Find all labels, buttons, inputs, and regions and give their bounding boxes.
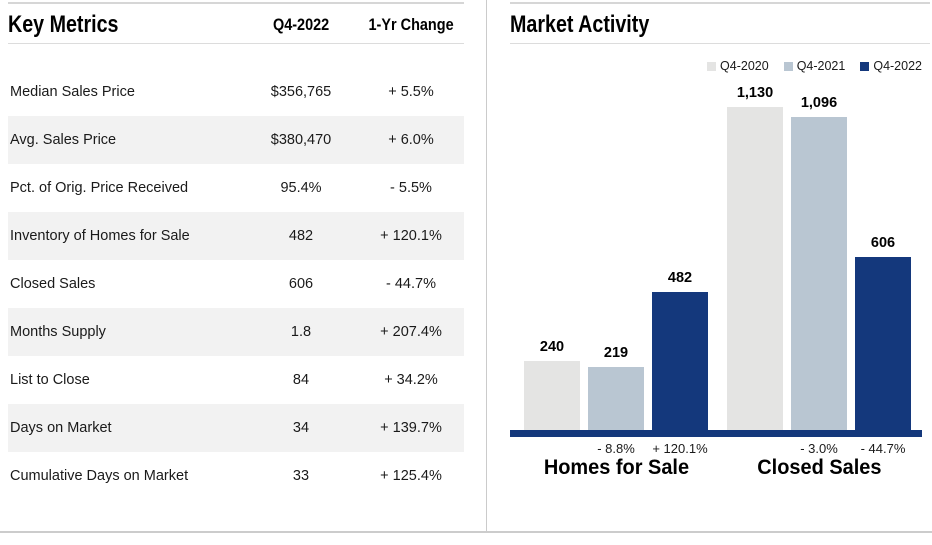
metric-label: Inventory of Homes for Sale xyxy=(10,228,190,244)
metric-row: Cumulative Days on Market 33 + 125.4% xyxy=(8,452,464,500)
header-underline-right xyxy=(510,43,930,44)
metric-change: + 6.0% xyxy=(388,132,434,148)
metric-change: + 125.4% xyxy=(380,468,442,484)
bar-q4-2020-closed-sales xyxy=(727,107,783,430)
bar-value-label: 606 xyxy=(870,235,896,251)
key-metrics-header: Key Metrics Q4-2022 1-Yr Change xyxy=(8,8,464,42)
pct-change-label: - 3.0% xyxy=(800,441,838,456)
pct-change-label: + 120.1% xyxy=(652,441,708,456)
key-metrics-title: Key Metrics xyxy=(8,11,119,38)
metric-change: + 139.7% xyxy=(380,420,442,436)
metric-value: 33 xyxy=(292,468,310,484)
column-header-q4-2022: Q4-2022 xyxy=(272,15,330,34)
bar-q4-2022-homes-for-sale xyxy=(652,292,708,430)
legend-swatch-icon xyxy=(860,61,870,71)
metric-row: Closed Sales 606 - 44.7% xyxy=(8,260,464,308)
metric-value: 1.8 xyxy=(290,324,312,340)
metric-value: $380,470 xyxy=(270,132,332,148)
metric-label: Cumulative Days on Market xyxy=(10,468,189,484)
market-activity-panel: Market Activity Q4-2020 Q4-2021 Q4-2022 24… xyxy=(510,0,930,533)
column-header-1yr-change: 1-Yr Change xyxy=(368,15,454,34)
panel-divider xyxy=(486,0,487,531)
category-label-text: Closed Sales xyxy=(756,456,882,479)
metric-change: + 34.2% xyxy=(384,372,438,388)
market-activity-title: Market Activity xyxy=(510,11,650,38)
bar-q4-2021-closed-sales xyxy=(791,117,847,430)
metric-label: Pct. of Orig. Price Received xyxy=(10,180,189,196)
header-underline-left xyxy=(8,43,464,44)
metric-row: Avg. Sales Price $380,470 + 6.0% xyxy=(8,116,464,164)
metric-value: 606 xyxy=(288,276,314,292)
metric-change: - 44.7% xyxy=(386,276,436,292)
metric-change: + 5.5% xyxy=(388,84,434,100)
metric-row: Median Sales Price $356,765 + 5.5% xyxy=(8,68,464,116)
legend-swatch-icon xyxy=(783,61,793,71)
bar-q4-2021-homes-for-sale xyxy=(588,367,644,430)
metric-label: Closed Sales xyxy=(10,276,96,292)
metric-change: - 5.5% xyxy=(390,180,432,196)
legend-item-q4-2022: Q4-2022 xyxy=(860,59,922,73)
key-metrics-rows: Median Sales Price $356,765 + 5.5% Avg. Sal… xyxy=(8,68,464,500)
bar-value-label: 240 xyxy=(539,339,565,355)
legend-label: Q4-2022 xyxy=(873,59,922,73)
legend-label: Q4-2020 xyxy=(720,59,769,73)
metric-value: 95.4% xyxy=(280,180,322,196)
bar-value-label: 482 xyxy=(667,270,693,286)
bar-q4-2020-homes-for-sale xyxy=(524,361,580,430)
metric-value: 84 xyxy=(292,372,310,388)
bar-value-label: 1,096 xyxy=(800,95,838,111)
metric-change: + 120.1% xyxy=(380,228,442,244)
bar-value-label: 219 xyxy=(603,345,629,361)
pct-change-label: - 8.8% xyxy=(597,441,635,456)
key-metrics-panel: Key Metrics Q4-2022 1-Yr Change Median S… xyxy=(8,0,464,533)
bar-value-label: 1,130 xyxy=(736,85,774,101)
bottom-rule xyxy=(0,531,932,533)
legend-swatch-icon xyxy=(707,61,717,71)
metric-row: Pct. of Orig. Price Received 95.4% - 5.5% xyxy=(8,164,464,212)
metric-label: Median Sales Price xyxy=(10,84,135,100)
category-label-homes-for-sale: Homes for Sale xyxy=(504,456,728,480)
metric-label: Avg. Sales Price xyxy=(10,132,117,148)
top-rule-left xyxy=(8,2,464,4)
x-axis-line xyxy=(510,430,922,437)
metric-label: Months Supply xyxy=(10,324,106,340)
bar-q4-2022-closed-sales xyxy=(855,257,911,430)
metric-change: + 207.4% xyxy=(380,324,442,340)
metric-value: $356,765 xyxy=(270,84,332,100)
metric-value: 34 xyxy=(292,420,310,436)
pct-change-label: - 44.7% xyxy=(860,441,906,456)
metric-row: List to Close 84 + 34.2% xyxy=(8,356,464,404)
bar-chart: 240 219 - 8.8% 482 + 120.1% Homes for Sale 1,1… xyxy=(510,0,930,533)
legend-label: Q4-2021 xyxy=(796,59,846,73)
category-label-text: Homes for Sale xyxy=(543,456,689,479)
metric-row: Days on Market 34 + 139.7% xyxy=(8,404,464,452)
metric-label: List to Close xyxy=(10,372,90,388)
metric-row: Inventory of Homes for Sale 482 + 120.1% xyxy=(8,212,464,260)
category-label-closed-sales: Closed Sales xyxy=(707,456,931,480)
legend-item-q4-2021: Q4-2021 xyxy=(783,59,846,73)
top-rule-right xyxy=(510,2,930,4)
metric-label: Days on Market xyxy=(10,420,112,436)
chart-legend: Q4-2020 Q4-2021 Q4-2022 xyxy=(707,59,922,73)
metric-row: Months Supply 1.8 + 207.4% xyxy=(8,308,464,356)
legend-item-q4-2020: Q4-2020 xyxy=(707,59,769,73)
metric-value: 482 xyxy=(288,228,314,244)
